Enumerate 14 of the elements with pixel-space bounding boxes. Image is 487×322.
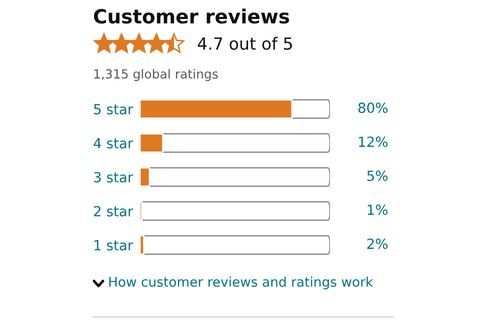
text: 1,315 global ratings bbox=[94, 68, 218, 82]
y-tick-label: 4 star bbox=[94, 138, 134, 148]
chart-title: Customer reviews bbox=[94, 8, 290, 24]
y-tick-label: 2 star bbox=[94, 206, 134, 216]
data-label: 12% bbox=[358, 136, 388, 148]
y-tick-label: 3 star bbox=[94, 172, 134, 182]
y-tick-label: 1 star bbox=[94, 240, 134, 250]
text: 4.7 out of 5 bbox=[198, 36, 292, 50]
text: How customer reviews and ratings work bbox=[109, 276, 374, 290]
data-label: 5% bbox=[367, 170, 388, 182]
y-tick-label: 5 star bbox=[94, 104, 134, 114]
data-label: 1% bbox=[368, 204, 388, 216]
data-label: 80% bbox=[358, 102, 388, 114]
data-label: 2% bbox=[367, 238, 388, 250]
